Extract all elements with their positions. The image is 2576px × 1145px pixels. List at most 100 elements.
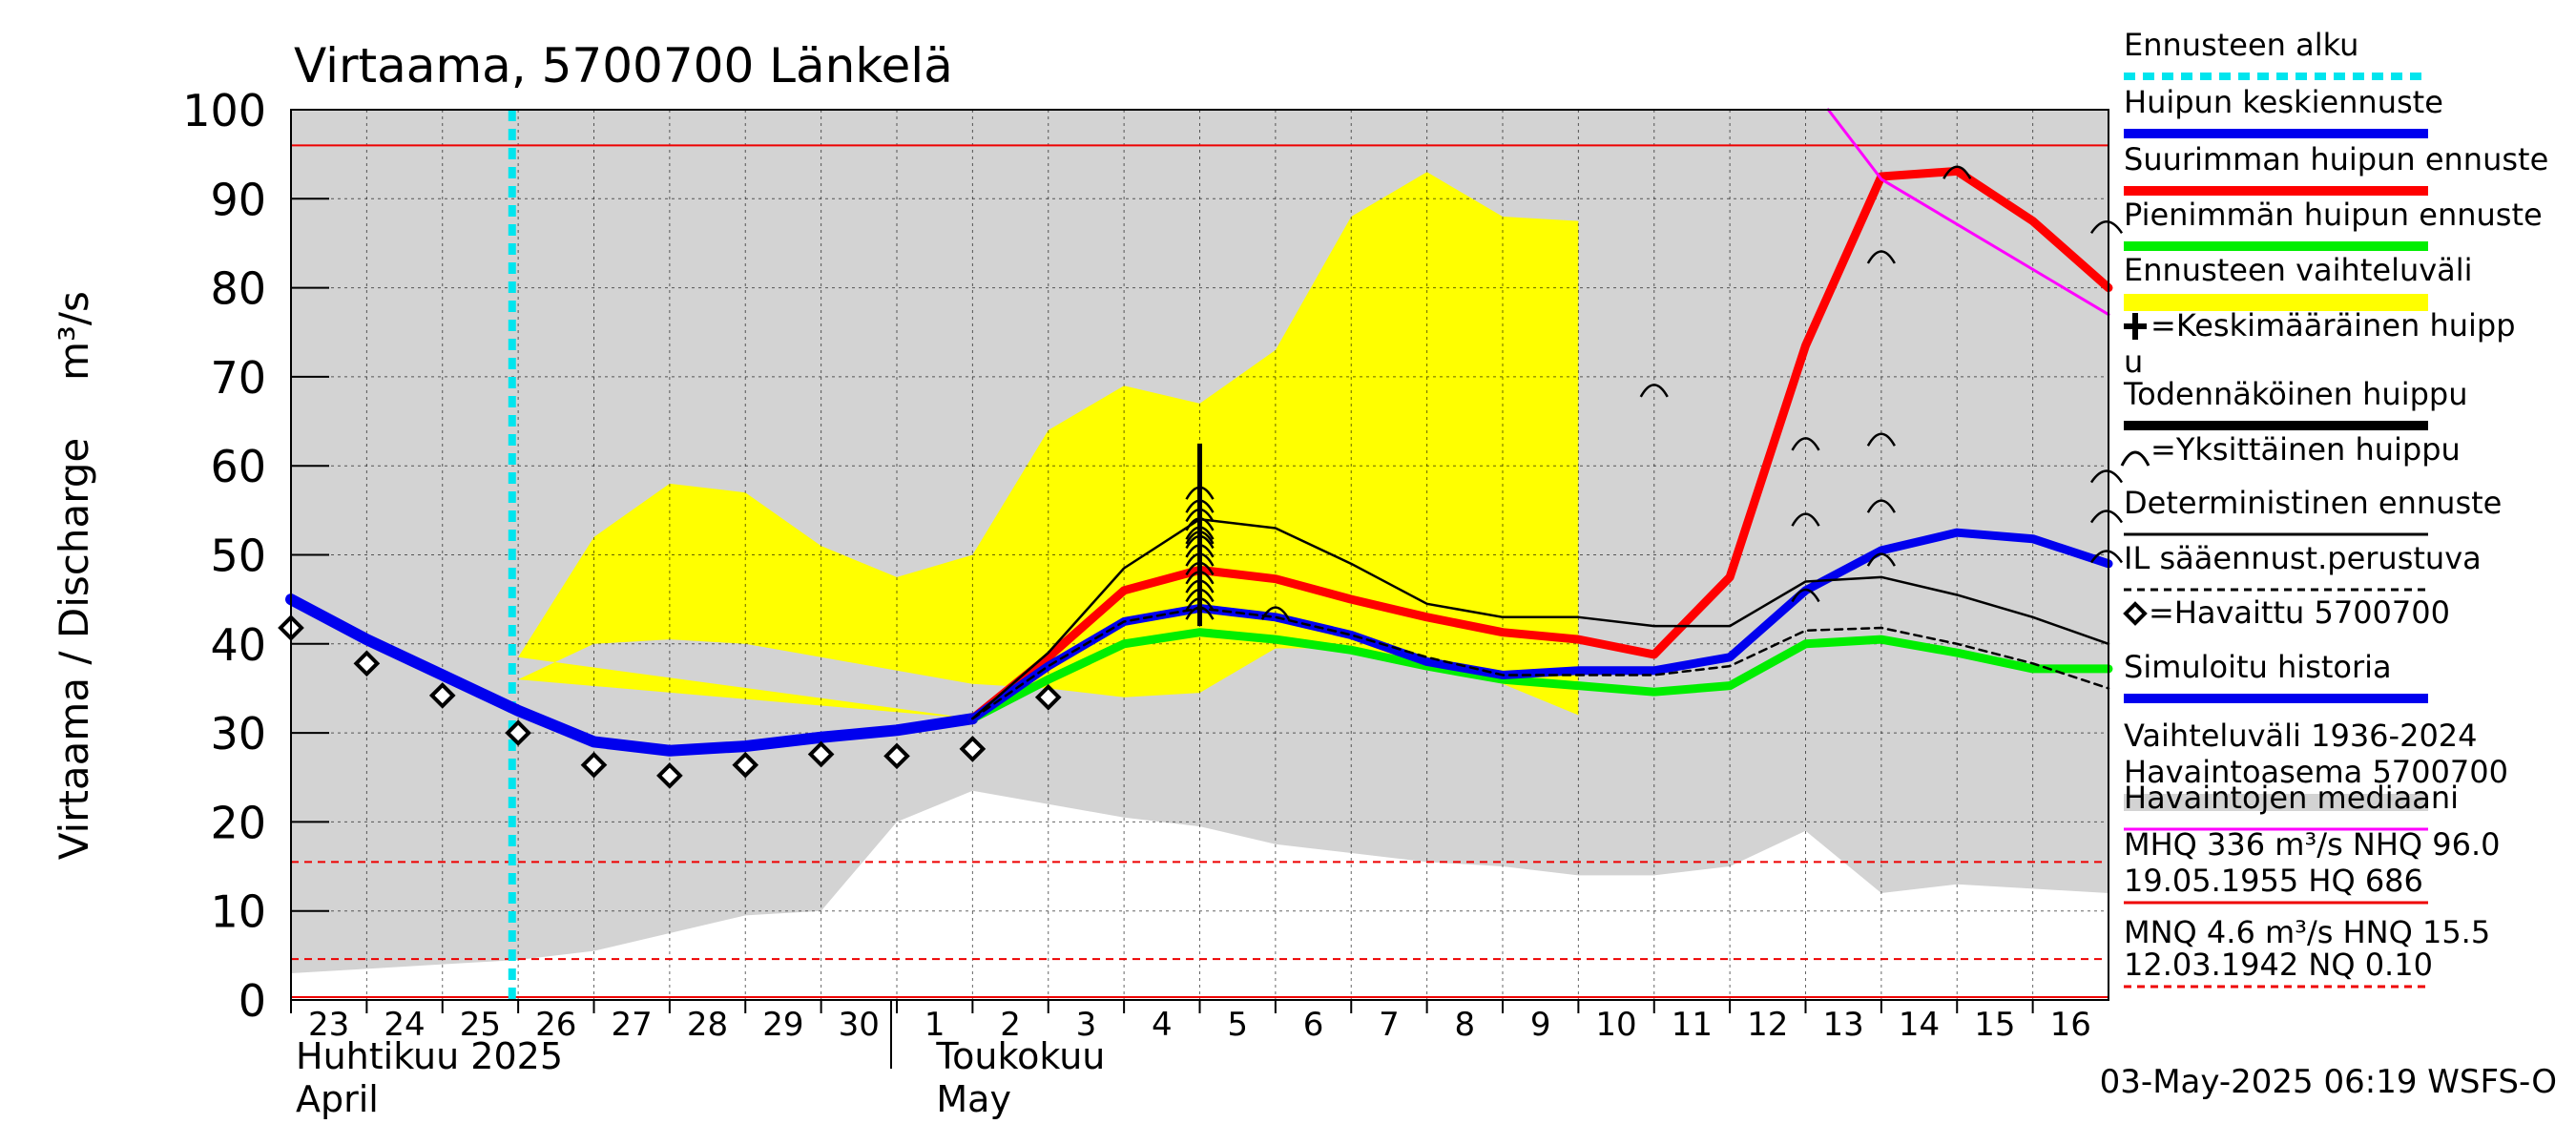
x-tick-label: 29 (762, 1006, 803, 1044)
x-tick-label: 6 (1303, 1006, 1324, 1044)
individual-peak-marker (1185, 571, 1215, 585)
series-line (967, 628, 2113, 723)
x-tick-label: 30 (839, 1006, 880, 1044)
x-axis: 23 24 25 26 27 28 29 30 1 2 3 4 5 6 7 8 9 10 11 12 13 14 15 16H… (290, 1000, 2091, 1120)
individual-peak-marker (1942, 165, 1972, 179)
x-tick-label: 12 (1747, 1006, 1788, 1044)
legend-label: IL sääennust.perustuva (2124, 540, 2482, 576)
individual-peak-marker (1185, 526, 1215, 540)
individual-peak-marker (1185, 517, 1215, 531)
individual-peak-marker (1185, 534, 1215, 550)
y-tick-label: 70 (210, 352, 266, 404)
x-tick-label: 1 (924, 1006, 945, 1044)
x-tick-label: 3 (1076, 1006, 1097, 1044)
diamond-icon (2123, 601, 2148, 626)
series-line (285, 593, 979, 757)
y-axis-unit: m³/s (51, 291, 97, 381)
x-tick-label: 27 (612, 1006, 653, 1044)
observed-point (580, 751, 608, 779)
x-tick-label: 4 (1152, 1006, 1173, 1044)
legend-label: Havaintoasema 5700700 (2124, 754, 2508, 790)
legend-label: Ennusteen vaihteluväli (2124, 252, 2473, 288)
chart-title: Virtaama, 5700700 Länkelä (294, 38, 953, 94)
individual-peak-marker (1185, 499, 1215, 513)
individual-peak-marker (1866, 499, 1896, 513)
x-tick-label: 16 (2050, 1006, 2091, 1044)
legend-label: =Keskimääräinen huipp (2150, 307, 2516, 344)
individual-peak-marker (1791, 512, 1820, 527)
x-tick-label: 9 (1530, 1006, 1551, 1044)
month-label-may-en: May (936, 1078, 1011, 1120)
individual-peak-marker (2089, 550, 2124, 564)
legend-label: Huipun keskiennuste (2124, 84, 2443, 120)
individual-peak-marker (1185, 588, 1215, 603)
y-tick-label: 100 (182, 85, 266, 136)
x-tick-label: 28 (687, 1006, 728, 1044)
arc-icon (2120, 450, 2150, 467)
legend: Ennusteen alku Huipun keskiennuste Suurimm… (2120, 27, 2548, 989)
x-tick-label: 8 (1454, 1006, 1475, 1044)
individual-peak-marker (1185, 544, 1215, 558)
x-tick-label: 7 (1379, 1006, 1400, 1044)
y-tick-label: 10 (210, 886, 266, 938)
individual-peak-marker (2089, 220, 2124, 235)
legend-label: =Yksittäinen huippu (2150, 431, 2461, 468)
legend-label: =Havaittu 5700700 (2149, 594, 2450, 631)
stats-mhq: MHQ 336 m³/s NHQ 96.0 (2124, 826, 2501, 863)
series-line (971, 517, 2110, 720)
individual-peak-marker (1185, 597, 1215, 612)
legend-label: Todennäköinen huippu (2123, 376, 2468, 412)
y-tick-label: 40 (210, 619, 266, 671)
individual-peak-marker (1185, 579, 1215, 593)
y-tick-label: 50 (210, 531, 266, 582)
legend-label: Ennusteen alku (2124, 27, 2358, 63)
individual-peak-marker (1866, 432, 1896, 447)
x-tick-label: 2 (1000, 1006, 1021, 1044)
individual-peak-marker (1185, 552, 1215, 567)
series-line (967, 166, 2113, 723)
legend-swatch (2124, 294, 2428, 311)
stats-mnq: MNQ 4.6 m³/s HNQ 15.5 (2124, 914, 2490, 950)
observed-point (883, 742, 910, 770)
individual-peak-marker (1791, 437, 1820, 451)
x-tick-label: 25 (460, 1006, 501, 1044)
individual-peak-marker (1866, 250, 1896, 264)
observed-point (1034, 683, 1062, 711)
individual-peak-marker (1185, 508, 1215, 523)
x-tick-label: 10 (1595, 1006, 1636, 1044)
plot-area (278, 108, 2124, 1001)
individual-peak-marker (1639, 384, 1669, 398)
x-tick-label: 5 (1227, 1006, 1248, 1044)
y-tick-label: 20 (210, 797, 266, 848)
legend-label: Vaihteluväli 1936-2024 (2124, 718, 2478, 754)
individual-peak-marker (2089, 469, 2124, 484)
x-tick-label: 15 (1974, 1006, 2015, 1044)
x-tick-label: 14 (1899, 1006, 1940, 1044)
individual-peak-marker (1185, 531, 1215, 545)
individual-peak-marker (1185, 561, 1215, 576)
x-tick-label: 26 (535, 1006, 576, 1044)
y-tick-label: 0 (239, 975, 266, 1027)
legend-label: Havaintojen mediaani (2124, 780, 2459, 816)
individual-peak-marker (1185, 486, 1215, 500)
y-tick-label: 90 (210, 174, 266, 225)
observed-point (807, 740, 835, 768)
individual-peak-marker (1185, 606, 1215, 620)
legend-label: Pienimmän huipun ennuste (2124, 197, 2543, 233)
observed-point (959, 736, 987, 762)
stats-hq: 19.05.1955 HQ 686 (2124, 863, 2423, 899)
series-line (971, 607, 2110, 720)
y-axis-label: Virtaama / Discharge (51, 438, 97, 861)
observed-point (656, 762, 683, 789)
observed-point (353, 650, 381, 677)
month-label-april-en: April (296, 1078, 379, 1120)
y-tick-label: 60 (210, 441, 266, 492)
timestamp-footer: 03-May-2025 06:19 WSFS-O (2100, 1063, 2557, 1101)
individual-peak-marker (1866, 552, 1896, 567)
series-line (1826, 108, 2110, 317)
month-label-april-fi: Huhtikuu 2025 (296, 1035, 563, 1077)
x-tick-label: 24 (384, 1006, 425, 1044)
legend-label: u (2124, 344, 2143, 380)
month-label-may-fi: Toukokuu (935, 1035, 1105, 1077)
